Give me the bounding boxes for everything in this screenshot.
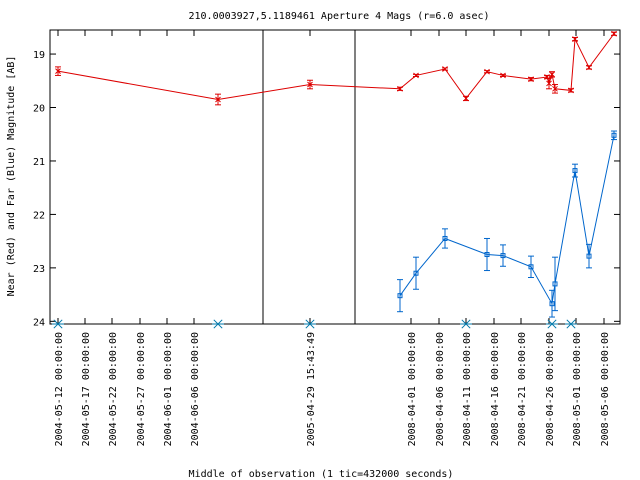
data-point [546, 80, 552, 87]
data-point [215, 96, 221, 103]
x-tick-label: 2008-04-21 00:00:00 [517, 332, 528, 446]
data-point [212, 319, 224, 329]
x-tick-label: 2004-06-01 00:00:00 [163, 332, 174, 446]
x-tick-label: 2004-06-06 00:00:00 [190, 332, 201, 446]
series-line [57, 33, 615, 100]
series-asterisk [52, 319, 577, 329]
plot-frame [49, 29, 621, 325]
data-point [307, 81, 313, 88]
x-tick-label: 2008-04-26 00:00:00 [545, 332, 556, 446]
data-point [463, 95, 469, 102]
x-tick-label: 2004-05-22 00:00:00 [108, 332, 119, 446]
data-point [528, 264, 534, 270]
data-point [552, 281, 558, 287]
x-axis-label: Middle of observation (1 tic=432000 seco… [189, 469, 454, 480]
x-tick-label: 2008-04-06 00:00:00 [435, 332, 446, 446]
x-tick-label: 2008-04-16 00:00:00 [490, 332, 501, 446]
data-point [549, 301, 555, 307]
x-tick-label: 2008-04-11 00:00:00 [462, 332, 473, 446]
data-point [546, 319, 558, 329]
data-point [611, 30, 617, 37]
data-point [397, 85, 403, 92]
x-tick-label: 2008-05-06 00:00:00 [600, 332, 611, 446]
data-point [55, 68, 61, 75]
series-square [397, 130, 617, 318]
data-point [568, 87, 574, 94]
data-point [586, 253, 592, 259]
data-point [413, 72, 419, 79]
y-tick-label: 20 [33, 104, 45, 115]
data-point [500, 253, 506, 259]
y-tick-label: 22 [33, 210, 45, 221]
x-tick-label: 2008-04-01 00:00:00 [407, 332, 418, 446]
data-point [484, 68, 490, 75]
y-tick-label: 21 [33, 157, 45, 168]
data-point [528, 76, 534, 83]
data-point [500, 72, 506, 79]
data-point [442, 235, 448, 241]
data-point [586, 64, 592, 71]
y-tick-label: 23 [33, 264, 45, 275]
y-tick-label: 19 [33, 50, 45, 61]
data-point [549, 71, 555, 78]
y-axis-label: Near (Red) and Far (Blue) Magnitude [AB] [6, 56, 17, 297]
data-point [304, 319, 316, 329]
data-point [572, 168, 578, 174]
x-tick-label: 2004-05-27 00:00:00 [136, 332, 147, 446]
x-tick-label: 2008-05-01 00:00:00 [572, 332, 583, 446]
series-line [399, 135, 615, 306]
data-point [611, 132, 617, 138]
data-point [460, 319, 472, 329]
data-point [442, 66, 448, 72]
series-x [55, 30, 617, 106]
data-point [413, 270, 419, 276]
data-point [565, 319, 577, 329]
data-point [52, 319, 64, 329]
data-point [552, 85, 558, 92]
y-tick-label: 24 [33, 317, 45, 328]
chart-title: 210.0003927,5.1189461 Aperture 4 Mags (r… [188, 11, 489, 22]
data-point [397, 293, 403, 299]
x-tick-label: 2004-05-17 00:00:00 [81, 332, 92, 446]
data-point [572, 36, 578, 42]
data-point [484, 252, 490, 258]
x-tick-label: 2005-04-29 15:43:49 [306, 332, 317, 446]
x-tick-label: 2004-05-12 00:00:00 [54, 332, 65, 446]
